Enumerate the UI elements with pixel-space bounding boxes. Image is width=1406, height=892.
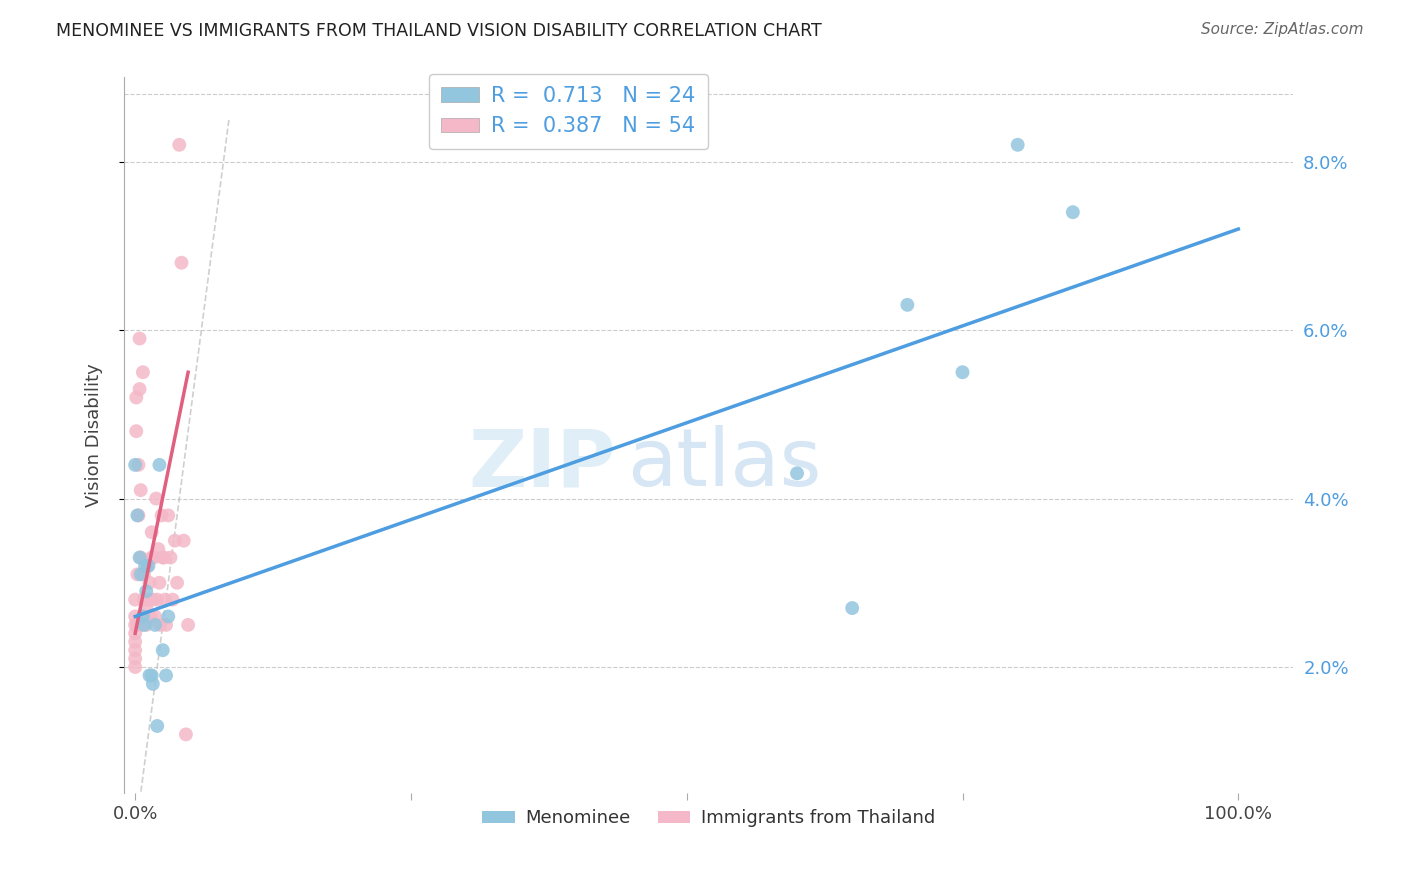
Point — [124, 618, 146, 632]
Point — [142, 677, 165, 691]
Point — [141, 550, 163, 565]
Legend: Menominee, Immigrants from Thailand: Menominee, Immigrants from Thailand — [475, 802, 942, 834]
Point — [138, 575, 160, 590]
Point — [152, 643, 174, 657]
Point — [127, 567, 149, 582]
Point — [142, 592, 165, 607]
Point — [134, 558, 156, 573]
Text: Source: ZipAtlas.com: Source: ZipAtlas.com — [1201, 22, 1364, 37]
Point — [153, 592, 176, 607]
Point — [124, 626, 146, 640]
Point — [138, 668, 160, 682]
Point — [148, 542, 170, 557]
Point — [150, 508, 173, 523]
Point — [155, 668, 177, 682]
Point — [153, 550, 176, 565]
Point — [127, 458, 149, 472]
Point — [177, 618, 200, 632]
Point — [173, 533, 195, 548]
Point — [132, 365, 155, 379]
Point — [129, 567, 152, 582]
Point — [896, 298, 918, 312]
Point — [134, 609, 156, 624]
Point — [138, 558, 160, 573]
Point — [124, 643, 146, 657]
Point — [132, 592, 155, 607]
Point — [132, 618, 155, 632]
Point — [124, 634, 146, 648]
Point — [127, 618, 149, 632]
Point — [139, 609, 162, 624]
Point — [170, 256, 193, 270]
Point — [132, 567, 155, 582]
Point — [174, 727, 197, 741]
Point — [157, 609, 180, 624]
Point — [138, 592, 160, 607]
Point — [127, 508, 149, 523]
Point — [143, 618, 166, 632]
Point — [136, 558, 159, 573]
Text: ZIP: ZIP — [468, 425, 616, 503]
Point — [159, 550, 181, 565]
Point — [163, 533, 186, 548]
Point — [128, 550, 150, 565]
Point — [128, 382, 150, 396]
Text: MENOMINEE VS IMMIGRANTS FROM THAILAND VISION DISABILITY CORRELATION CHART: MENOMINEE VS IMMIGRANTS FROM THAILAND VI… — [56, 22, 823, 40]
Point — [152, 550, 174, 565]
Point — [952, 365, 974, 379]
Point — [143, 609, 166, 624]
Text: atlas: atlas — [627, 425, 821, 503]
Point — [141, 525, 163, 540]
Point — [132, 609, 155, 624]
Point — [157, 508, 180, 523]
Point — [129, 483, 152, 497]
Point — [148, 458, 170, 472]
Point — [141, 668, 163, 682]
Point — [142, 550, 165, 565]
Point — [124, 458, 146, 472]
Point — [149, 618, 172, 632]
Point — [1007, 137, 1029, 152]
Point — [135, 601, 157, 615]
Point — [146, 719, 169, 733]
Y-axis label: Vision Disability: Vision Disability — [86, 364, 103, 508]
Point — [131, 618, 153, 632]
Point — [135, 584, 157, 599]
Point — [148, 575, 170, 590]
Point — [786, 467, 808, 481]
Point — [127, 508, 149, 523]
Point — [124, 660, 146, 674]
Point — [129, 550, 152, 565]
Point — [155, 618, 177, 632]
Point — [124, 651, 146, 665]
Point — [135, 618, 157, 632]
Point — [124, 609, 146, 624]
Point — [124, 592, 146, 607]
Point — [162, 592, 184, 607]
Point — [145, 491, 167, 506]
Point — [1062, 205, 1084, 219]
Point — [125, 391, 148, 405]
Point — [841, 601, 863, 615]
Point — [146, 592, 169, 607]
Point — [169, 137, 191, 152]
Point — [166, 575, 188, 590]
Point — [125, 424, 148, 438]
Point — [128, 332, 150, 346]
